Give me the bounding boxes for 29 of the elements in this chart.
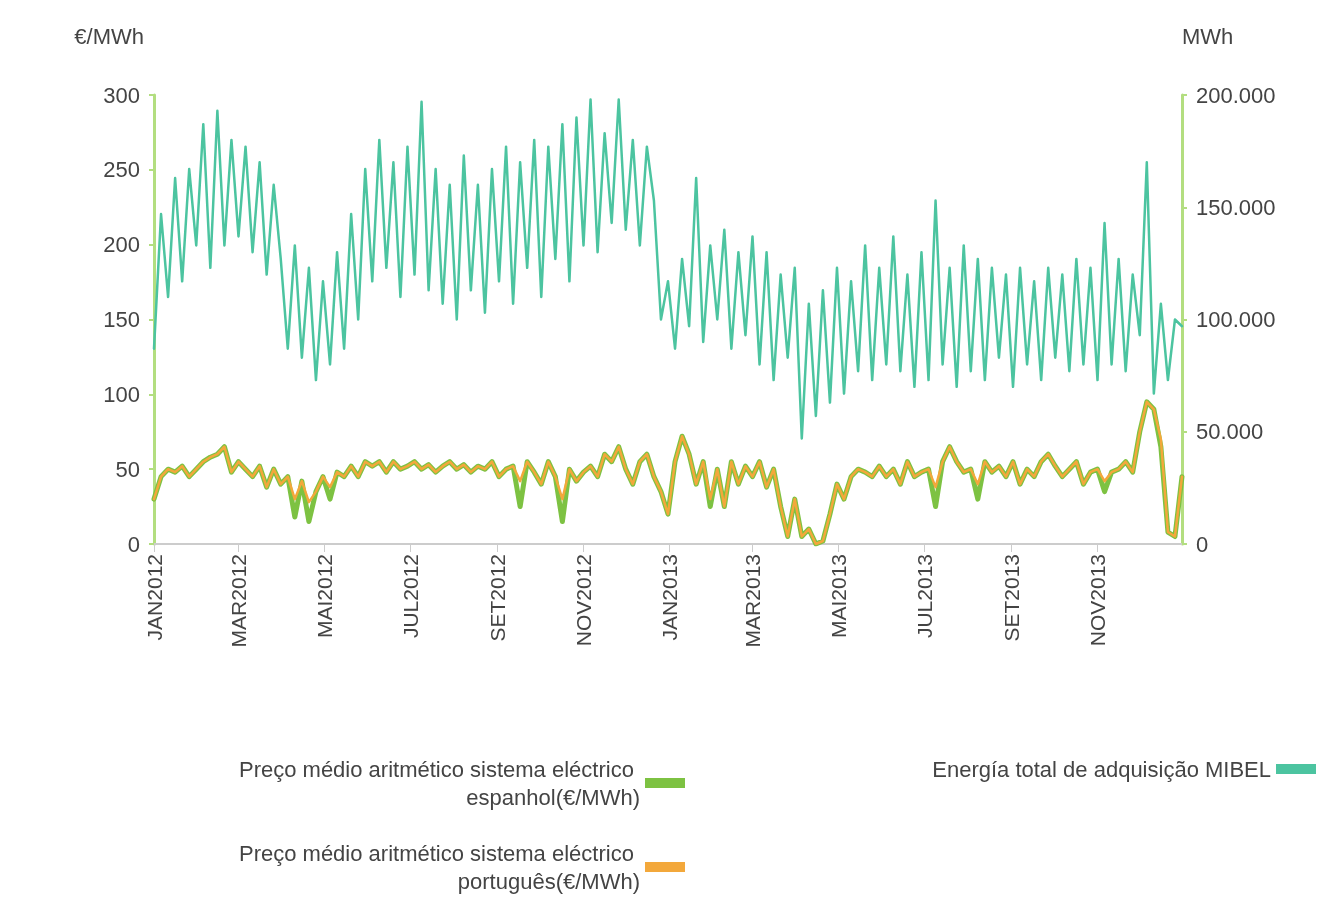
x-tick-label: MAR2013 — [740, 554, 764, 648]
y-axis-title: €/MWh — [74, 23, 144, 49]
y2-axis-title: MWh — [1182, 23, 1234, 49]
y2-tick-label: 100.000 — [1196, 307, 1276, 332]
x-tick-label: NOV2013 — [1086, 554, 1110, 647]
y-tick-label: 0 — [127, 531, 140, 557]
y2-tick-label: 200.000 — [1196, 82, 1276, 108]
y2-tick-label: 50.000 — [1196, 419, 1264, 445]
y-tick-label: 50 — [115, 456, 140, 482]
x-tick-label: MAI2013 — [826, 554, 850, 639]
y-tick-label: 100 — [103, 381, 140, 407]
legend-label: Preço médio aritmético sistema eléctrico português(€/MWh) — [238, 840, 640, 894]
x-tick-label: JUL2012 — [398, 554, 422, 639]
x-tick-label: NOV2012 — [572, 554, 596, 647]
x-tick-label: JUL2013 — [912, 554, 936, 639]
x-tick-label: JAN2013 — [657, 554, 681, 641]
y-tick-label: 200 — [103, 232, 140, 258]
y-tick-label: 150 — [103, 307, 140, 332]
y2-tick-label: 150.000 — [1196, 194, 1276, 220]
y-tick-label: 250 — [103, 157, 140, 183]
legend-label: Energía total de adquisição MIBEL — [932, 756, 1271, 782]
x-tick-label: MAI2012 — [312, 554, 336, 639]
x-tick-label: JAN2012 — [142, 554, 166, 641]
x-tick-label: SET2012 — [486, 554, 510, 642]
x-tick-label: SET2013 — [1000, 554, 1024, 642]
y2-tick-label: 0 — [1196, 531, 1209, 557]
legend-label: Preço médio aritmético sistema eléctrico espanhol(€/MWh) — [238, 756, 640, 810]
x-tick-label: MAR2012 — [226, 554, 250, 648]
y-tick-label: 300 — [103, 82, 140, 108]
